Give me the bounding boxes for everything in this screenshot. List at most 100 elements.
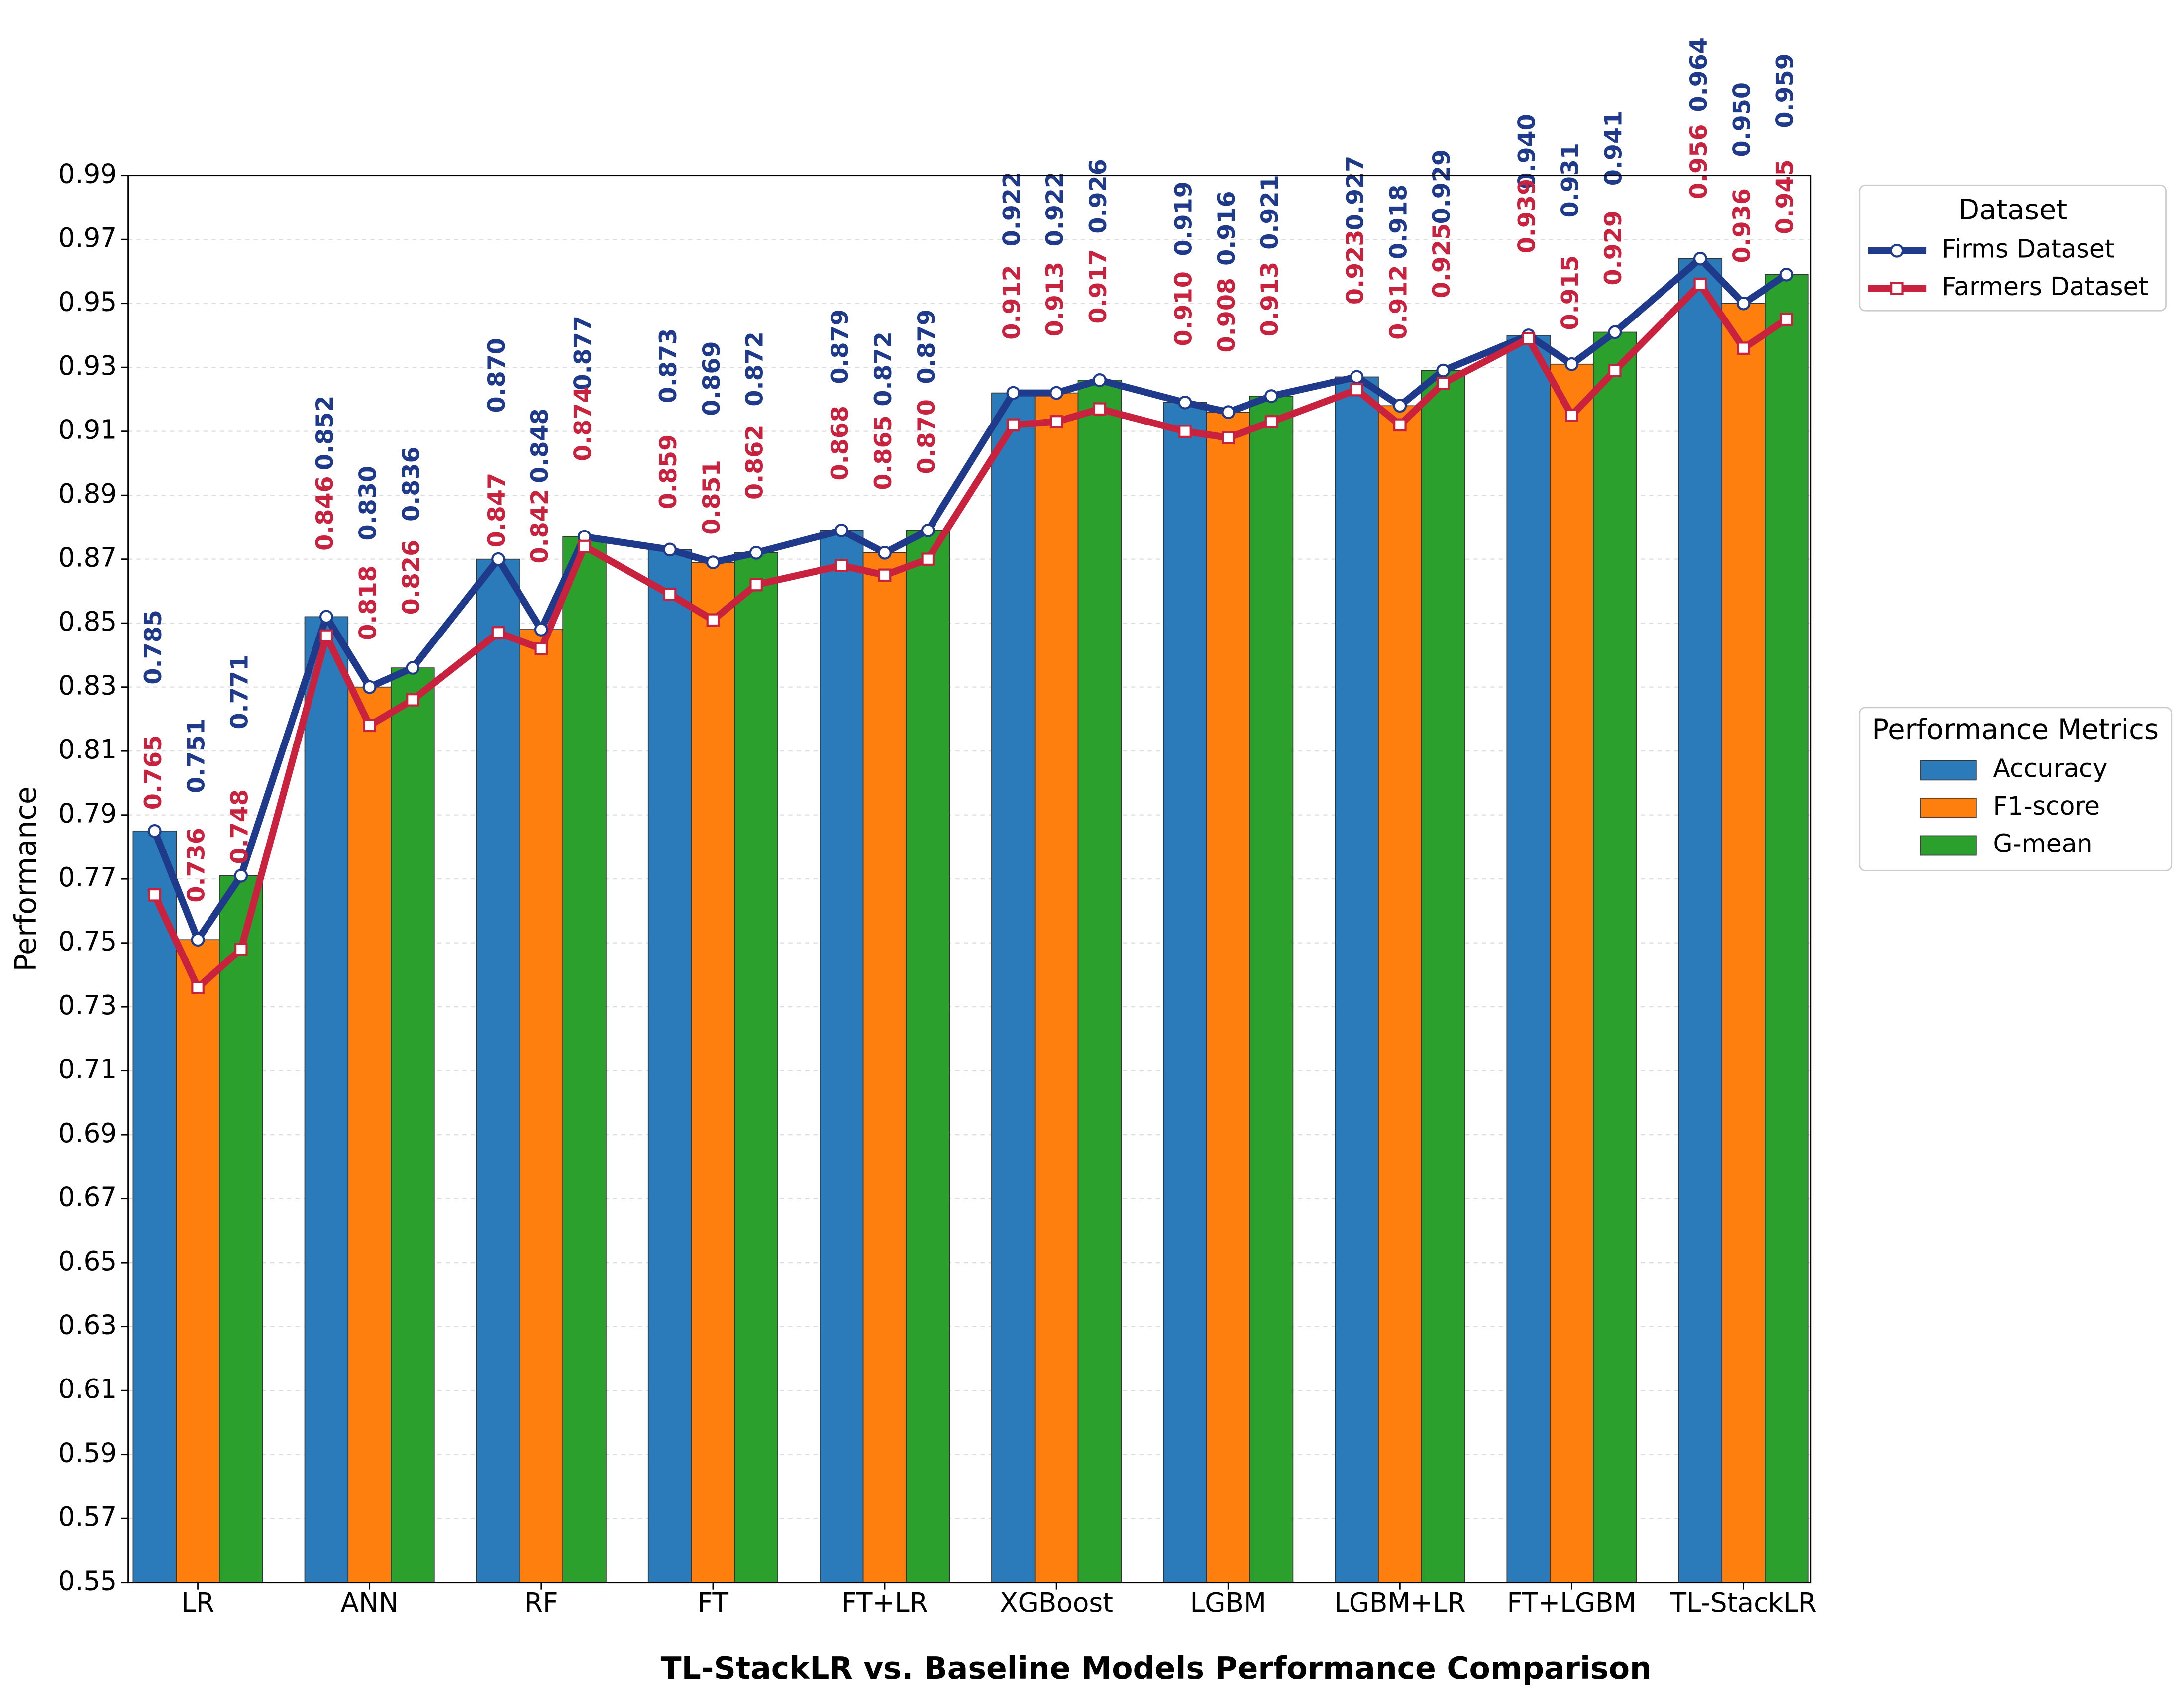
legend-label: Accuracy — [1993, 753, 2107, 783]
data-label: 0.736 — [183, 828, 210, 903]
bar — [176, 939, 220, 1583]
x-tick-label: RF — [524, 1588, 558, 1618]
marker — [491, 626, 505, 639]
data-label: 0.818 — [355, 565, 382, 640]
y-tick-label: 0.59 — [58, 1437, 117, 1468]
marker — [1436, 363, 1450, 378]
legend-label: Farmers Dataset — [1942, 272, 2148, 301]
marker — [1608, 325, 1622, 339]
y-tick-label: 0.91 — [58, 414, 117, 445]
x-tick-label: ANN — [341, 1588, 399, 1618]
bar — [1593, 331, 1637, 1583]
y-tick-label: 0.67 — [58, 1181, 117, 1212]
data-label: 0.771 — [226, 654, 253, 729]
bar — [1249, 396, 1294, 1583]
marker — [534, 642, 548, 655]
legend-title: Dataset — [1958, 194, 2067, 226]
marker — [578, 539, 591, 553]
x-tick-label: LR — [181, 1588, 214, 1618]
data-label: 0.842 — [526, 489, 554, 564]
data-label: 0.959 — [1771, 53, 1799, 128]
marker — [1007, 418, 1020, 432]
marker — [234, 943, 248, 956]
data-label: 0.926 — [1085, 159, 1112, 234]
marker — [1737, 341, 1750, 355]
data-label: 0.927 — [1342, 156, 1369, 231]
data-label: 0.869 — [698, 341, 726, 416]
data-label: 0.848 — [526, 408, 554, 483]
y-tick-label: 0.99 — [58, 158, 117, 189]
data-label: 0.846 — [312, 476, 339, 550]
y-tick-label: 0.61 — [58, 1374, 117, 1404]
bar — [1077, 380, 1122, 1583]
marker — [1393, 399, 1407, 413]
data-label: 0.929 — [1428, 149, 1456, 224]
y-tick-label: 0.65 — [58, 1246, 117, 1276]
legend-label: Firms Dataset — [1942, 234, 2115, 263]
marker — [1350, 370, 1364, 384]
plot-frame — [127, 175, 1812, 1584]
chart-title: TL-StackLR vs. Baseline Models Performan… — [661, 1650, 1652, 1686]
bar — [1378, 405, 1422, 1583]
marker — [319, 629, 333, 643]
marker — [148, 888, 162, 902]
bar — [906, 530, 950, 1583]
legend-marker — [1890, 282, 1904, 295]
bar — [347, 686, 392, 1583]
bar — [132, 830, 177, 1583]
y-tick-label: 0.75 — [58, 926, 117, 956]
y-tick-label: 0.77 — [58, 862, 117, 893]
bar — [304, 616, 349, 1583]
y-tick-label: 0.81 — [58, 734, 117, 765]
data-label: 0.919 — [1170, 181, 1197, 256]
marker — [1736, 296, 1751, 311]
data-label: 0.751 — [183, 719, 210, 794]
marker — [406, 693, 419, 707]
marker — [1221, 405, 1236, 419]
marker — [1006, 386, 1021, 400]
marker — [534, 623, 548, 637]
marker — [1093, 373, 1107, 387]
data-label: 0.939 — [1514, 179, 1541, 254]
data-label: 0.868 — [827, 406, 854, 481]
marker — [663, 588, 677, 601]
marker — [749, 578, 763, 592]
y-tick-label: 0.57 — [58, 1501, 117, 1532]
marker — [1049, 415, 1063, 428]
marker — [1350, 383, 1363, 397]
data-label: 0.912 — [1385, 265, 1412, 340]
x-tick-label: LGBM — [1190, 1588, 1266, 1618]
y-tick-label: 0.71 — [58, 1054, 117, 1084]
marker — [1779, 267, 1794, 282]
data-label: 0.826 — [398, 540, 425, 615]
marker — [1436, 377, 1450, 390]
y-tick-label: 0.73 — [58, 990, 117, 1021]
data-label: 0.921 — [1256, 175, 1284, 250]
marker — [147, 824, 162, 838]
bar — [862, 552, 907, 1583]
line-series — [151, 281, 1789, 991]
bar — [820, 530, 864, 1583]
y-tick-label: 0.83 — [58, 670, 117, 701]
legend-title: Performance Metrics — [1872, 714, 2159, 746]
legend-box — [1859, 184, 2167, 312]
data-label: 0.913 — [1256, 262, 1284, 337]
bar — [1206, 412, 1250, 1583]
x-tick-label: FT+LR — [841, 1588, 928, 1618]
legend-swatch — [1920, 797, 1977, 818]
data-label: 0.870 — [913, 399, 940, 474]
y-tick-label: 0.87 — [58, 542, 117, 573]
y-tick-label: 0.93 — [58, 350, 117, 381]
marker — [1221, 431, 1235, 444]
bar — [1550, 363, 1594, 1583]
y-tick-label: 0.85 — [58, 606, 117, 637]
marker — [834, 559, 848, 572]
data-label: 0.941 — [1600, 111, 1627, 186]
data-label: 0.956 — [1685, 124, 1713, 200]
marker — [834, 523, 849, 537]
data-label: 0.916 — [1213, 191, 1241, 266]
data-label: 0.922 — [1041, 172, 1069, 247]
legend-swatch — [1920, 760, 1977, 781]
